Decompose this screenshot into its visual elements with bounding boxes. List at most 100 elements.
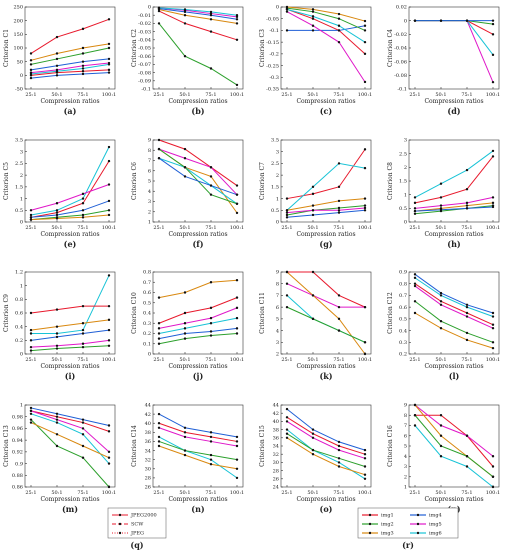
data-point <box>439 204 443 207</box>
data-point <box>311 294 315 297</box>
y-tick-label: 9 <box>276 270 279 276</box>
y-tick-label: 250 <box>13 5 23 11</box>
data-point <box>413 196 417 199</box>
y-axis-label: Criterion C6 <box>131 162 138 200</box>
series-line-img2-scw <box>414 205 494 215</box>
data-point <box>337 457 341 460</box>
x-tick-label: 75:1 <box>461 357 472 363</box>
x-tick-label: 50:1 <box>51 92 62 98</box>
y-tick-label: 1 <box>276 196 279 202</box>
y-tick-label: 0.92 <box>12 450 23 456</box>
data-point <box>209 184 213 187</box>
data-point <box>209 463 213 466</box>
series-line-img3-jpeg2000 <box>286 198 366 211</box>
data-point <box>29 68 33 72</box>
series-line-img5-scw <box>30 184 110 211</box>
plot-frame <box>152 404 244 488</box>
y-tick-label: 0.3 <box>399 340 407 346</box>
x-tick-label: 75:1 <box>333 225 344 231</box>
y-tick-label: 8 <box>148 148 151 154</box>
series-line-img5-scw <box>30 62 110 74</box>
data-point <box>465 311 469 315</box>
y-tick-label: 3.5 <box>271 138 279 144</box>
data-point <box>235 332 239 335</box>
data-point <box>235 193 239 196</box>
y-tick-label: 26 <box>145 485 151 491</box>
y-tick-label: -0.1 <box>397 87 407 93</box>
data-point <box>235 184 239 187</box>
panel-b: -0.1 -0.09 -0.08 -0.07 -0.06 -0.05 -0.04 -0.03 -… <box>131 5 244 116</box>
y-tick-label: 4 <box>404 454 407 460</box>
data-point <box>209 306 213 310</box>
data-point <box>337 209 341 212</box>
legend-marker <box>368 513 372 517</box>
y-tick-label: 42 <box>145 412 151 418</box>
data-point <box>311 453 315 456</box>
y-tick-label: 0 <box>404 18 407 24</box>
panel-letter: (k) <box>319 371 332 381</box>
data-point <box>413 273 417 276</box>
plot-frame <box>280 404 372 488</box>
data-point <box>157 147 161 151</box>
data-point <box>107 456 111 459</box>
plot-frame <box>408 6 500 90</box>
x-tick-label: 25:1 <box>409 490 420 496</box>
y-tick-label: -0.15 <box>266 40 279 46</box>
panel-l: 0.2 0.3 0.4 0.5 0.6 0.7 0.8 0.9 25:1 50:1 75:1 100:… <box>387 270 500 381</box>
data-point <box>107 199 111 203</box>
legend-label: img4 <box>429 513 442 519</box>
data-point <box>363 19 367 23</box>
data-point <box>235 15 239 19</box>
series-line-img6-jpeg <box>158 436 238 479</box>
y-tick-label: 1 <box>404 192 407 198</box>
series-line-img6-jpeg <box>158 317 238 334</box>
data-point <box>209 175 213 178</box>
data-point <box>337 305 341 309</box>
y-tick-label: 2 <box>148 209 151 215</box>
series-line-img2-scw <box>414 300 494 343</box>
plot-frame <box>24 6 116 90</box>
data-point <box>29 328 33 332</box>
y-tick-label: 30 <box>145 466 151 472</box>
y-tick-label: 0.9 <box>15 461 23 467</box>
data-point <box>235 467 239 470</box>
data-point <box>285 197 289 200</box>
series-line-img5-jpeg2000 <box>158 148 238 196</box>
x-tick-label: 100:1 <box>102 357 116 363</box>
series-line-img6-jpeg <box>30 413 110 464</box>
x-tick-label: 25:1 <box>409 92 420 98</box>
series-line-img3-jpeg2000 <box>30 43 110 61</box>
panel-letter: (c) <box>320 106 333 116</box>
data-point <box>209 440 213 443</box>
x-tick-label: 50:1 <box>179 225 190 231</box>
data-point <box>55 332 59 335</box>
y-tick-label: -50 <box>15 87 23 93</box>
x-tick-label: 75:1 <box>77 357 88 363</box>
data-point <box>209 334 213 337</box>
data-point <box>157 6 161 10</box>
y-tick-label: -0.03 <box>138 29 151 35</box>
y-axis-label: Criterion C7 <box>259 162 266 200</box>
y-tick-label: 32 <box>145 457 151 463</box>
x-tick-label: 25:1 <box>281 490 292 496</box>
data-point <box>183 55 187 58</box>
data-point <box>363 148 367 151</box>
y-tick-label: 0.7 <box>143 280 151 286</box>
data-point <box>337 17 341 20</box>
series-line-img2-jpeg2000 <box>415 20 494 25</box>
y-tick-label: 2.5 <box>271 161 279 167</box>
y-tick-label: 2 <box>276 173 279 179</box>
series-line-img1-jpeg <box>286 149 366 200</box>
data-point <box>55 52 59 55</box>
x-tick-label: 100:1 <box>230 92 244 98</box>
y-tick-label: 8 <box>276 281 279 287</box>
data-point <box>439 19 443 22</box>
data-point <box>235 444 239 448</box>
y-tick-label: 28 <box>145 476 151 482</box>
data-point <box>157 342 161 345</box>
legend-box <box>357 507 459 539</box>
data-point <box>311 432 315 435</box>
data-point <box>183 322 187 325</box>
data-point <box>439 300 443 303</box>
legend-marker <box>368 531 372 535</box>
